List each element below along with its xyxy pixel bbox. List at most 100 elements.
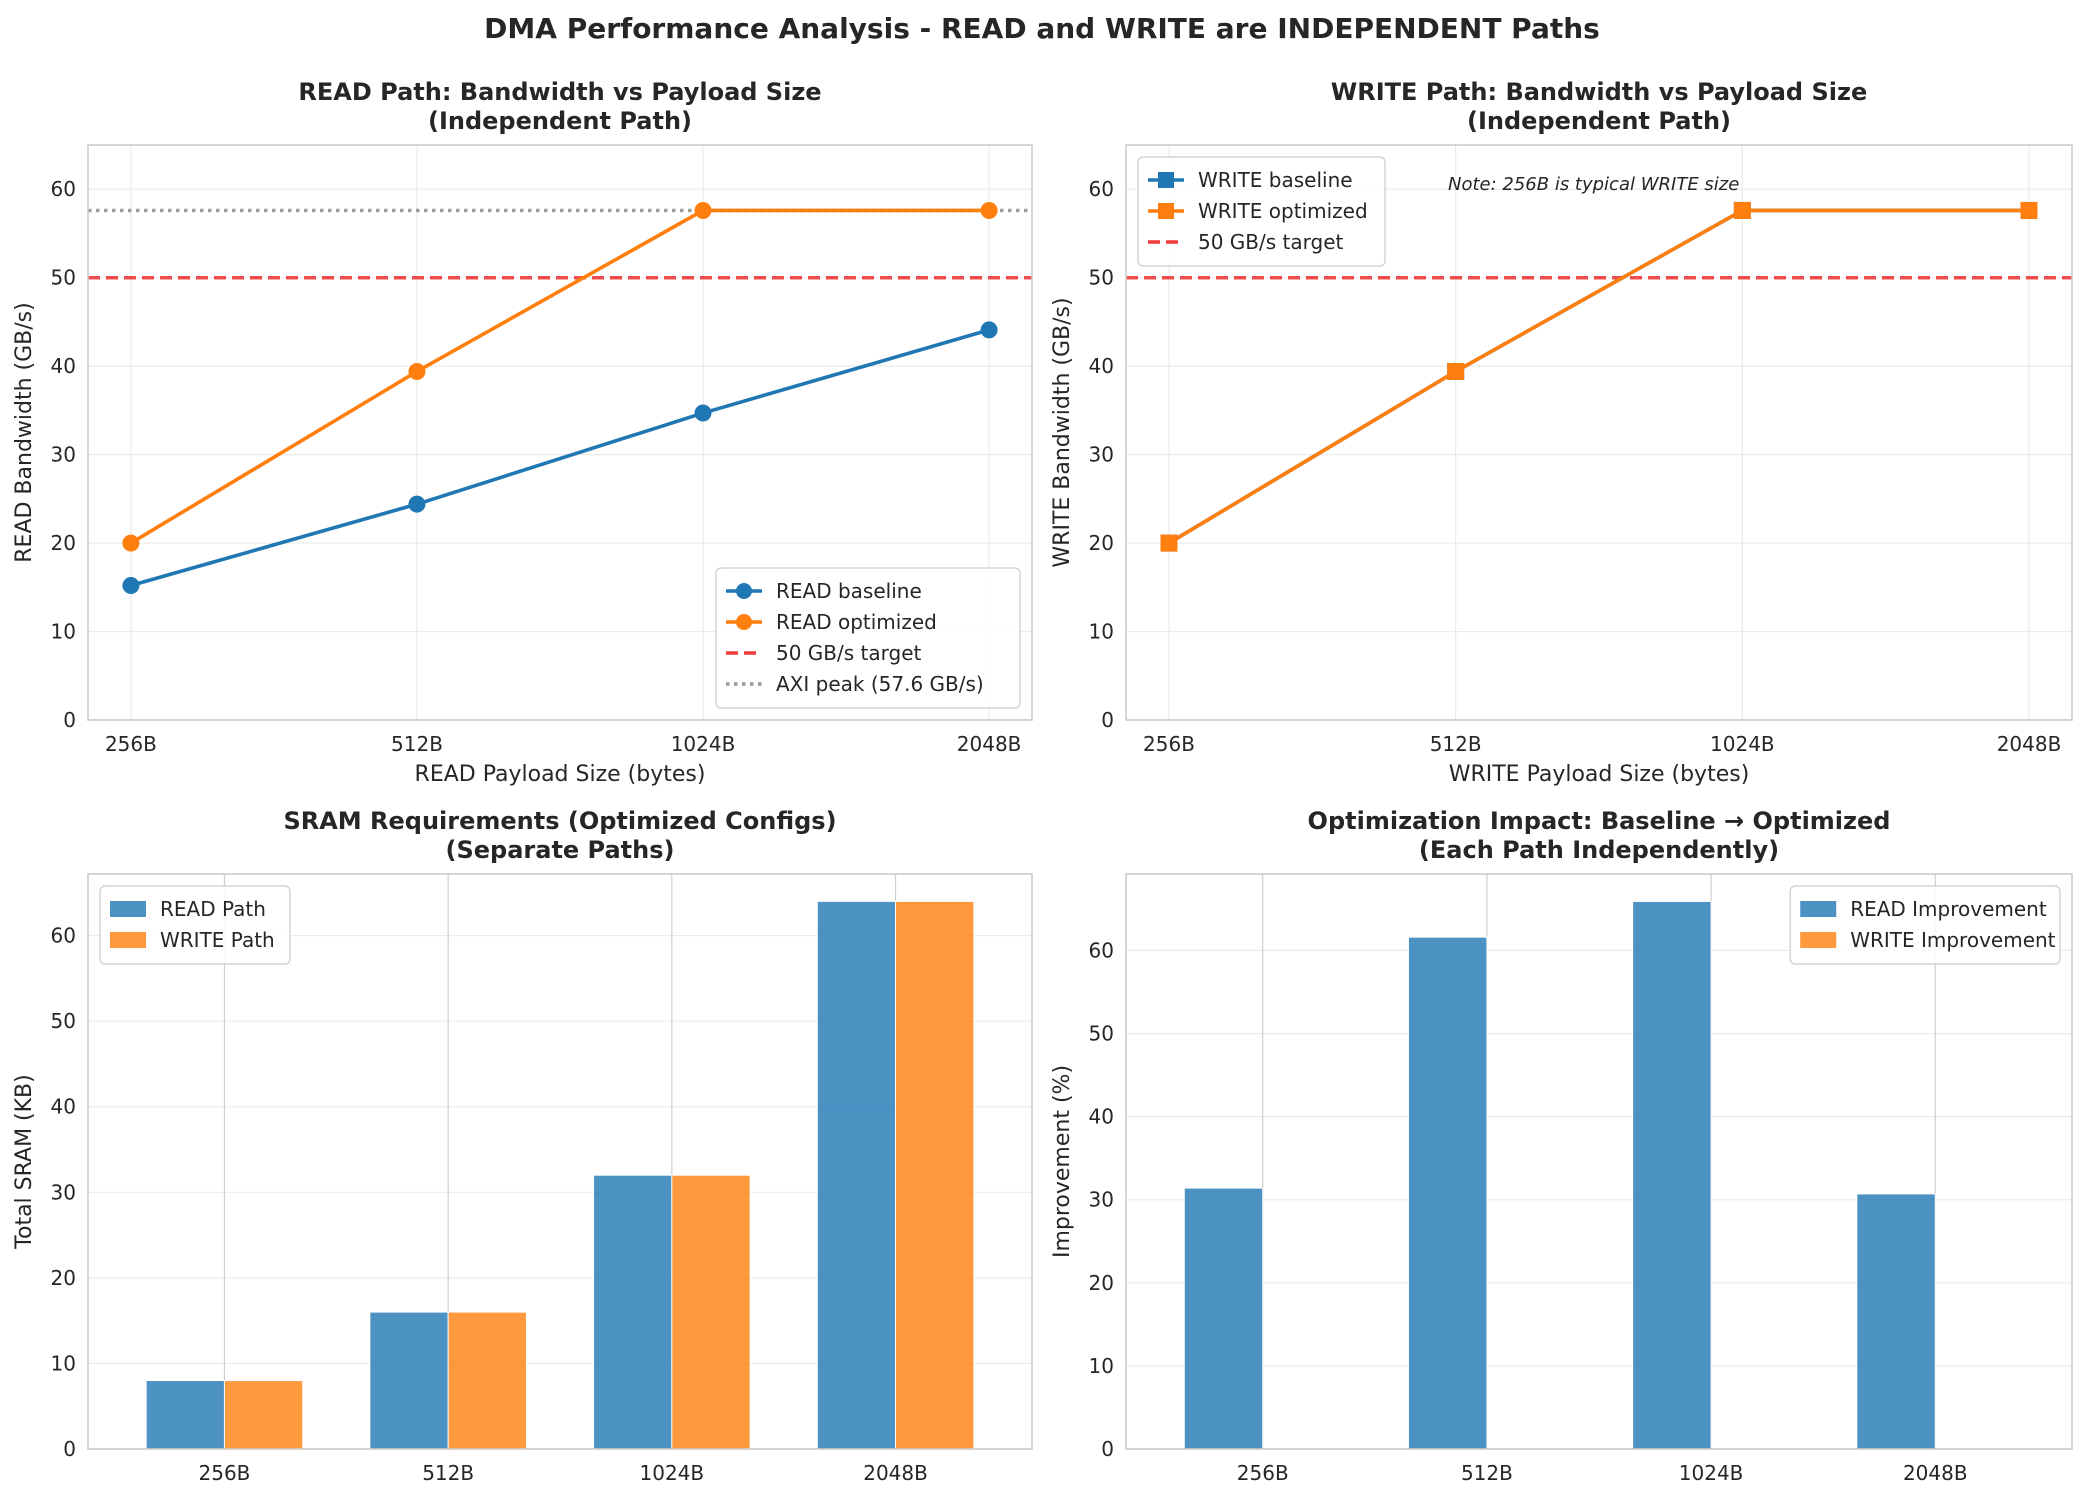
x-tick-label: 2048B <box>863 1461 928 1485</box>
y-axis-label: Improvement (%) <box>1050 1065 1075 1258</box>
x-axis-label: READ Payload Size (bytes) <box>415 762 706 787</box>
data-point <box>408 362 426 380</box>
y-tick-label: 30 <box>1089 1188 1114 1212</box>
data-point <box>122 534 140 552</box>
bar <box>1407 936 1488 1450</box>
data-point <box>980 321 998 339</box>
y-axis-label: WRITE Bandwidth (GB/s) <box>1050 297 1075 567</box>
y-tick-label: 0 <box>1101 1437 1114 1461</box>
legend-box <box>99 885 291 965</box>
bar <box>671 1174 751 1450</box>
y-tick-label: 60 <box>51 177 76 201</box>
x-tick-label: 1024B <box>1679 1461 1744 1485</box>
bar <box>1183 1187 1264 1450</box>
legend-marker <box>1158 172 1174 188</box>
y-tick-label: 40 <box>1089 354 1114 378</box>
chart-title: WRITE Path: Bandwidth vs Payload Size <box>1331 78 1867 106</box>
legend-box <box>1789 885 2061 965</box>
y-axis-label: READ Bandwidth (GB/s) <box>12 302 37 562</box>
bar <box>447 1311 527 1450</box>
series-line <box>130 328 990 588</box>
legend-label: WRITE optimized <box>1198 199 1368 223</box>
legend-label: WRITE Path <box>160 928 275 952</box>
x-tick-label: 1024B <box>640 1461 705 1485</box>
chart-annotation: Note: 256B is typical WRITE size <box>1448 174 1739 195</box>
y-axis-label: Total SRAM (KB) <box>12 1074 37 1249</box>
chart-write: 0 10 20 30 40 50 60 256B 512B 1024B 2048B WRITE Pay… <box>1050 78 2073 787</box>
y-tick-label: 50 <box>51 266 76 290</box>
legend-swatch <box>1800 901 1837 917</box>
legend-label: READ Improvement <box>1850 897 2047 921</box>
y-tick-label: 40 <box>51 1095 76 1119</box>
x-tick-label: 2048B <box>1903 1461 1968 1485</box>
legend-label: READ optimized <box>776 610 937 634</box>
legend-label: AXI peak (57.6 GB/s) <box>776 672 984 696</box>
legend-swatch <box>110 901 146 917</box>
x-tick-label: 512B <box>1430 732 1482 756</box>
data-point <box>694 404 712 422</box>
y-tick-label: 60 <box>51 924 76 948</box>
chart-subtitle: (Each Path Independently) <box>1419 836 1779 864</box>
chart-sram: 0 10 20 30 40 50 60 256B 512B 1024B 2048B Total SRA… <box>12 807 1033 1485</box>
y-tick-label: 20 <box>1089 1271 1114 1295</box>
y-tick-label: 20 <box>51 1266 76 1290</box>
legend-label: WRITE baseline <box>1198 168 1353 192</box>
legend: READ baseline READ optimized 50 GB/s targe… <box>715 567 1021 709</box>
data-point <box>1733 201 1751 219</box>
legend-swatch <box>1800 932 1837 948</box>
legend-marker <box>736 583 752 599</box>
bar <box>145 1380 225 1450</box>
legend-label: 50 GB/s target <box>776 641 922 665</box>
legend-marker <box>1158 203 1174 219</box>
data-point <box>1160 534 1178 552</box>
series-line <box>129 208 990 545</box>
y-tick-label: 30 <box>1089 443 1114 467</box>
chart-title: READ Path: Bandwidth vs Payload Size <box>298 78 821 106</box>
chart-title: Optimization Impact: Baseline → Optimize… <box>1308 807 1891 835</box>
x-tick-label: 2048B <box>1997 732 2062 756</box>
bar <box>1632 900 1712 1450</box>
y-tick-label: 50 <box>1089 266 1114 290</box>
data-point <box>408 495 426 513</box>
chart-subtitle: (Separate Paths) <box>446 836 675 864</box>
bar <box>1856 1193 1936 1450</box>
y-tick-label: 30 <box>51 1180 76 1204</box>
chart-title: SRAM Requirements (Optimized Configs) <box>283 807 836 835</box>
x-tick-label: 512B <box>1461 1461 1513 1485</box>
chart-impact: 0 10 20 30 40 50 60 256B 512B 1024B 2048B Improveme… <box>1050 807 2073 1485</box>
legend-swatch <box>110 932 146 948</box>
chart-subtitle: (Independent Path) <box>1467 107 1731 135</box>
y-tick-label: 30 <box>51 443 76 467</box>
y-tick-label: 0 <box>63 708 76 732</box>
figure-suptitle: DMA Performance Analysis - READ and WRIT… <box>484 12 1600 45</box>
x-tick-label: 256B <box>1143 732 1195 756</box>
y-tick-label: 50 <box>51 1009 76 1033</box>
legend-box <box>1137 156 1386 267</box>
legend-label: READ Path <box>160 897 266 921</box>
legend: WRITE baseline WRITE optimized 50 GB/s tar… <box>1137 156 1386 267</box>
plot-frame <box>1125 144 2073 721</box>
y-tick-label: 10 <box>51 620 76 644</box>
x-tick-label: 512B <box>391 732 443 756</box>
plot-frame <box>1125 873 2073 1450</box>
y-tick-label: 0 <box>63 1437 76 1461</box>
legend-label: 50 GB/s target <box>1198 230 1344 254</box>
bar <box>895 900 975 1450</box>
x-tick-label: 256B <box>1237 1461 1289 1485</box>
chart-subtitle: (Independent Path) <box>428 107 692 135</box>
y-tick-label: 10 <box>51 1351 76 1375</box>
series-line <box>1168 208 2029 545</box>
data-point <box>122 577 140 595</box>
y-tick-label: 10 <box>1089 1354 1114 1378</box>
y-tick-label: 0 <box>1101 708 1114 732</box>
data-point <box>2020 201 2038 219</box>
x-tick-label: 256B <box>105 732 157 756</box>
x-tick-label: 512B <box>422 1461 474 1485</box>
x-axis-label: WRITE Payload Size (bytes) <box>1449 762 1750 787</box>
bar <box>369 1311 449 1450</box>
y-tick-label: 50 <box>1089 1022 1114 1046</box>
legend-label: READ baseline <box>776 579 922 603</box>
y-tick-label: 20 <box>51 531 76 555</box>
y-tick-label: 60 <box>1089 938 1114 962</box>
x-tick-label: 256B <box>199 1461 251 1485</box>
